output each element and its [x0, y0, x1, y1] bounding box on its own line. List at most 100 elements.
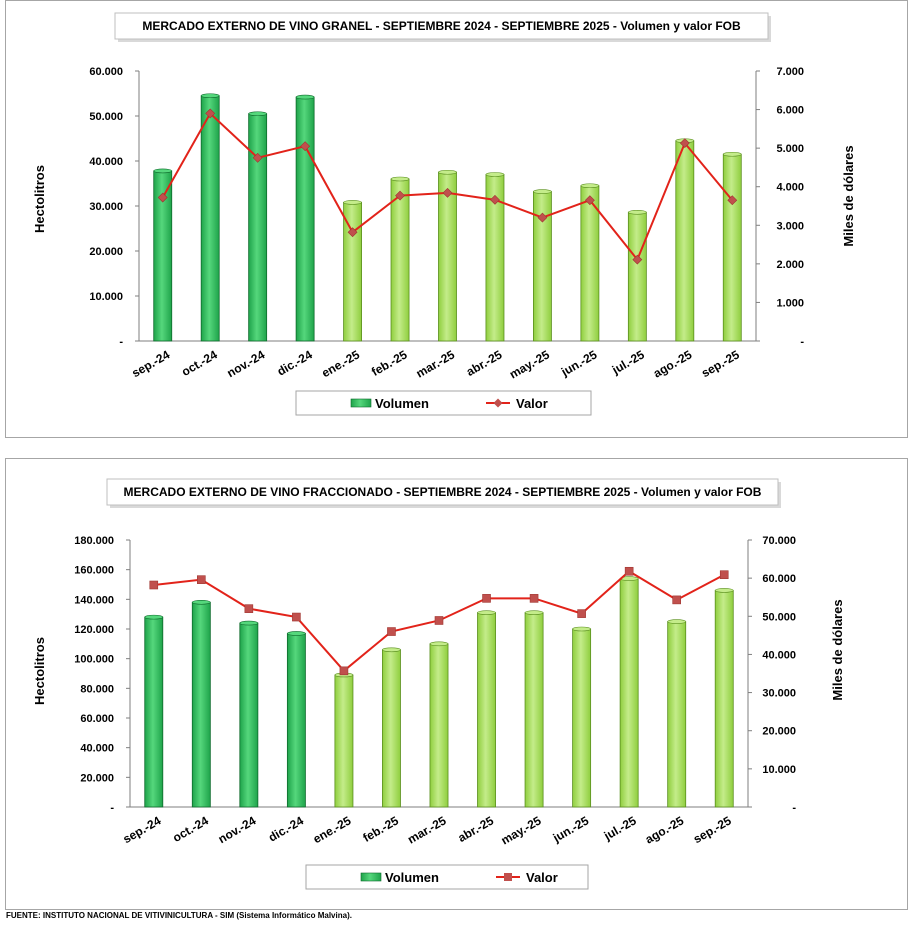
chart-granel: MERCADO EXTERNO DE VINO GRANEL - SEPTIEM… — [32, 12, 856, 416]
source-footer: FUENTE: INSTITUTO NACIONAL DE VITIVINICU… — [6, 911, 352, 920]
y2-tick-label: 6.000 — [776, 105, 804, 117]
valor-marker — [300, 141, 311, 152]
y2-tick-label: 2.000 — [776, 259, 804, 271]
volumen-bar-cap — [438, 169, 457, 175]
volumen-bar — [286, 633, 306, 808]
valor-marker — [672, 595, 681, 605]
x-tick-label: ago.-25 — [643, 813, 687, 846]
valor-marker — [624, 566, 634, 576]
legend-volumen-label: Volumen — [385, 870, 439, 885]
y-tick-label: 30.000 — [89, 201, 123, 213]
volumen-bar — [248, 113, 268, 342]
volumen-bar — [572, 628, 592, 808]
y2-tick-label: - — [792, 802, 796, 814]
volumen-bar-cap — [477, 610, 496, 615]
legend-volumen-label: Volumen — [375, 396, 429, 411]
volumen-bar-cap — [144, 614, 164, 620]
y2-tick-label: 50.000 — [762, 611, 796, 623]
legend-box — [295, 390, 592, 416]
y2-tick-label: 20.000 — [762, 726, 796, 738]
volumen-bar-cap — [714, 588, 734, 593]
y-axis-title: Hectolitros — [32, 637, 47, 705]
chart-title: MERCADO EXTERNO DE VINO FRACCIONADO - SE… — [124, 485, 762, 499]
x-tick-label: sep.-25 — [691, 813, 734, 846]
y2-tick-label: 7.000 — [776, 66, 804, 78]
chart-fraccionado: MERCADO EXTERNO DE VINO FRACCIONADO - SE… — [32, 478, 845, 890]
volumen-bar-cap — [382, 647, 401, 653]
volumen-bar — [627, 211, 647, 342]
legend-volumen-swatch — [360, 872, 382, 882]
valor-marker — [395, 190, 405, 201]
y-tick-label: 20.000 — [89, 246, 123, 258]
volumen-bar-cap — [628, 210, 647, 215]
valor-marker — [244, 604, 254, 613]
chart-panel-granel: MERCADO EXTERNO DE VINO GRANEL - SEPTIEM… — [5, 0, 908, 438]
valor-marker — [584, 195, 595, 206]
valor-marker — [490, 194, 500, 205]
valor-marker — [442, 187, 453, 198]
valor-marker — [537, 212, 548, 223]
x-tick-label: jun.-25 — [558, 347, 600, 379]
volumen-bar — [524, 612, 544, 808]
volumen-bar-cap — [572, 626, 591, 632]
y-tick-label: 180.000 — [74, 535, 114, 547]
legend-valor-marker — [504, 873, 512, 881]
x-tick-label: feb.-25 — [369, 347, 410, 379]
volumen-bar — [667, 621, 687, 808]
valor-marker — [252, 152, 263, 163]
volumen-bar-cap — [722, 151, 742, 157]
y-tick-label: 40.000 — [80, 743, 114, 755]
x-tick-label: jun.-25 — [550, 813, 592, 845]
volumen-bar — [334, 674, 354, 808]
volumen-bar — [722, 153, 742, 342]
y-tick-label: 60.000 — [89, 66, 123, 78]
volumen-bar-cap — [239, 620, 259, 626]
volumen-bar-cap — [295, 94, 315, 100]
volumen-bar-cap — [390, 176, 410, 182]
volumen-bar-cap — [429, 641, 449, 647]
x-tick-label: ene.-25 — [319, 347, 362, 380]
valor-marker — [719, 570, 729, 580]
legend-valor-label: Valor — [526, 870, 558, 885]
legend-valor-marker — [493, 398, 503, 408]
volumen-bar-cap — [524, 610, 544, 615]
y-tick-label: 80.000 — [80, 683, 114, 695]
x-tick-label: ene.-25 — [311, 813, 354, 846]
y2-tick-label: 10.000 — [762, 764, 796, 776]
legend-volumen-swatch — [350, 398, 372, 408]
volumen-bar — [343, 201, 362, 342]
x-tick-label: nov.-24 — [225, 347, 268, 380]
volumen-bar-cap — [200, 93, 220, 99]
y2-tick-label: 1.000 — [776, 297, 804, 309]
x-tick-label: sep.-25 — [699, 347, 742, 380]
volumen-bar — [200, 95, 220, 342]
x-tick-label: abr.-25 — [456, 813, 497, 845]
x-tick-label: oct.-24 — [179, 347, 220, 379]
y2-tick-label: 40.000 — [762, 649, 796, 661]
y2-tick-label: - — [800, 336, 804, 348]
chart-title: MERCADO EXTERNO DE VINO GRANEL - SEPTIEM… — [142, 19, 741, 33]
valor-marker — [292, 612, 301, 622]
y-tick-label: 100.000 — [74, 654, 114, 666]
x-tick-label: may.-25 — [507, 347, 552, 381]
valor-marker — [387, 627, 396, 636]
volumen-bar-cap — [287, 631, 306, 636]
y-tick-label: - — [110, 802, 114, 814]
valor-marker — [529, 594, 539, 603]
x-tick-label: abr.-25 — [464, 347, 505, 379]
y2-axis-title: Miles de dólares — [841, 145, 856, 246]
volumen-bar-cap — [248, 111, 267, 117]
y-tick-label: 140.000 — [74, 594, 114, 606]
volumen-bar-cap — [580, 183, 600, 189]
x-tick-label: jul.-25 — [601, 813, 639, 843]
y2-tick-label: 4.000 — [776, 182, 804, 194]
y-tick-label: 50.000 — [89, 111, 123, 123]
y2-tick-label: 70.000 — [762, 535, 796, 547]
legend-box — [305, 864, 589, 890]
volumen-bar — [390, 178, 410, 342]
valor-marker — [434, 616, 444, 625]
valor-marker — [482, 594, 491, 603]
volumen-bar — [382, 649, 401, 808]
x-tick-label: mar.-25 — [405, 813, 449, 846]
x-tick-label: jul.-25 — [609, 347, 647, 377]
